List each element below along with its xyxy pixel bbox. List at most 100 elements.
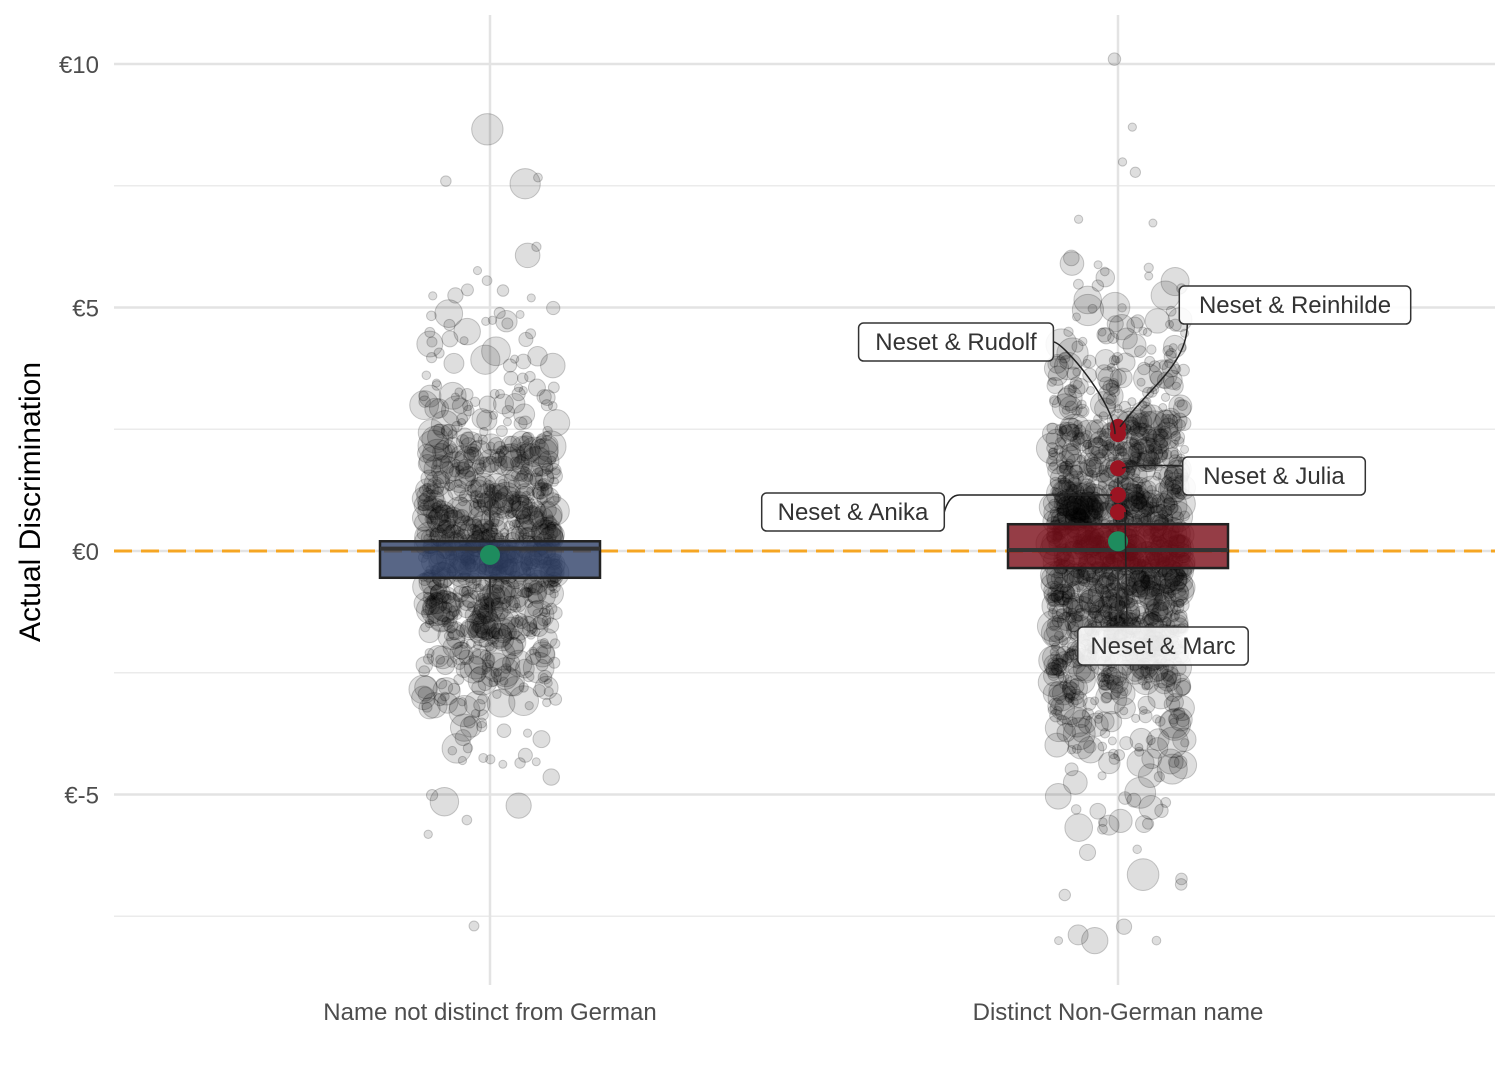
data-point [486,688,516,718]
data-point [529,501,546,518]
data-point [1078,587,1105,613]
data-point [435,654,446,665]
data-point [1069,376,1083,390]
data-point [518,386,528,396]
data-point [1146,386,1158,398]
data-point [446,624,456,634]
data-point [533,172,543,183]
data-point [515,498,548,530]
data-point [530,446,540,457]
data-point [1087,437,1109,459]
data-point [1138,709,1153,724]
data-point [1153,771,1165,783]
data-point [518,436,530,448]
data-point [474,483,500,508]
data-point [1085,469,1099,483]
data-point [474,618,497,641]
data-point [507,479,517,489]
data-point [1052,653,1064,666]
data-point [1097,575,1112,590]
data-point [416,330,444,358]
data-point [463,443,482,462]
data-point [1118,791,1132,805]
data-point [434,299,464,328]
data-point [457,755,468,766]
data-point [1128,570,1151,592]
data-point [471,113,504,146]
data-point [428,486,454,512]
data-point [540,517,550,527]
data-point [515,658,535,679]
data-point [1127,612,1137,622]
data-point [1142,428,1157,444]
data-point [517,747,533,763]
data-point [546,300,561,316]
data-point [1128,426,1139,436]
data-point [480,615,491,625]
data-point [476,720,488,733]
data-point [1131,473,1141,483]
data-point [1065,508,1078,521]
data-point [539,638,549,648]
data-point [496,612,506,622]
data-point [485,642,495,652]
data-point [1163,580,1190,607]
data-point [1129,443,1144,458]
data-point [438,602,448,612]
data-point [1058,351,1071,364]
data-point [479,490,497,508]
data-point [548,606,563,620]
data-point [1156,753,1188,785]
data-point [1161,505,1173,517]
data-point [449,641,474,666]
data-point [1084,418,1110,444]
data-point [1045,477,1078,510]
data-point [488,527,499,539]
data-point [1049,582,1059,592]
data-point [423,454,454,485]
data-point [1163,350,1177,364]
data-point [1137,695,1156,714]
data-point [538,389,556,406]
data-point [489,456,508,475]
data-point [1071,293,1105,327]
data-point [484,639,516,671]
data-point [1078,715,1097,734]
annotation-box [1181,456,1367,496]
data-point [499,609,520,630]
annotation-leader [1119,323,1189,428]
data-point [541,506,563,527]
data-point [1169,503,1179,513]
data-point [468,615,501,647]
data-point [1098,817,1108,827]
data-point [532,614,549,630]
data-point [1069,630,1079,640]
data-point [1055,507,1065,517]
data-point [1098,572,1114,588]
data-point [483,484,515,516]
data-point [1047,657,1060,670]
data-point [448,465,461,478]
data-point [1058,460,1074,476]
data-point [1129,421,1143,434]
data-point [523,443,542,462]
data-point [520,466,530,476]
data-point [455,624,469,638]
data-point [479,426,489,437]
data-point [521,587,533,599]
data-point [1169,449,1180,460]
data-point [524,370,536,383]
data-point [1057,504,1070,517]
data-point [425,788,439,802]
data-point [1137,580,1163,606]
data-point [1042,681,1068,706]
data-point [414,675,438,700]
data-point [1067,924,1089,946]
data-point [1086,503,1096,513]
data-point [427,476,445,495]
data-point [1159,578,1176,595]
data-point [458,594,475,612]
data-point [467,476,495,505]
data-point [432,470,450,488]
data-point [532,608,542,619]
